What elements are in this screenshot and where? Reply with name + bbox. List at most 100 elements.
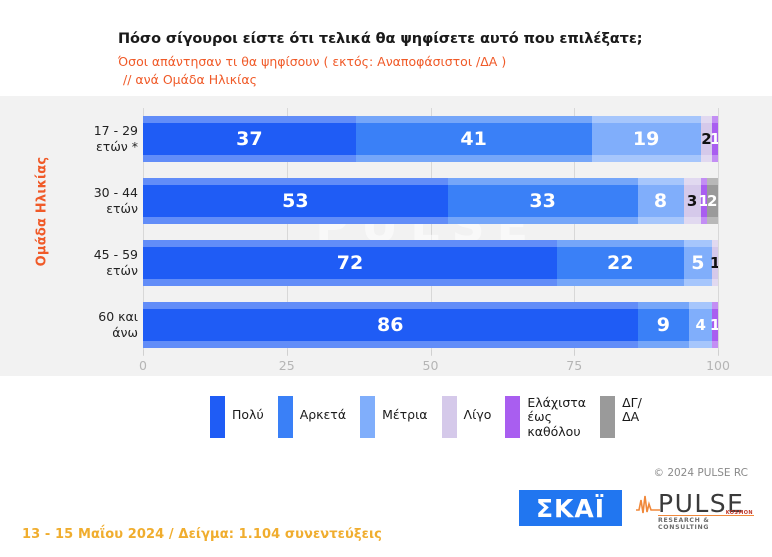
chart-legend: Πολύ Αρκετά Μέτρια Λίγο Ελάχιστα έως καθόλου… [210, 395, 656, 439]
pulse-logo: PULSE KOSMON RESEARCH & CONSULTING [636, 488, 754, 531]
bar-segment[interactable]: 37 [143, 116, 356, 162]
bar-segment[interactable]: 4 [689, 302, 713, 348]
bar-segment[interactable]: 1 [698, 178, 709, 224]
x-axis-tick-label: 100 [706, 358, 730, 373]
stacked-bar[interactable]: 72 22 5 1 [143, 240, 718, 286]
bar-value-label: 86 [377, 313, 404, 336]
bar-row: 37 41 19 2 1 [143, 108, 718, 170]
legend-label: Μέτρια [382, 407, 428, 422]
bar-segment[interactable]: 2 [700, 116, 713, 162]
bar-segment[interactable]: 33 [447, 178, 638, 224]
bar-segment[interactable]: 86 [143, 302, 638, 348]
bar-value-label: 1 [709, 315, 718, 334]
stacked-bar[interactable]: 53 33 8 3 1 2 [143, 178, 718, 224]
bar-value-label: 1 [709, 129, 718, 148]
x-axis-tick-label: 25 [278, 358, 295, 373]
legend-swatch [277, 396, 293, 438]
bar-segment[interactable]: 72 [143, 240, 557, 286]
bar-value-label: 1 [709, 253, 718, 272]
bar-value-label: 53 [282, 189, 309, 212]
copyright-text: © 2024 PULSE RC [653, 467, 748, 479]
legend-item[interactable]: Πολύ [210, 396, 264, 438]
bar-value-label: 19 [632, 127, 660, 150]
bar-value-label: 3 [686, 191, 698, 210]
bar-value-label: 8 [653, 189, 668, 212]
legend-item[interactable]: Μέτρια [360, 396, 428, 438]
x-axis-tick-label: 75 [566, 358, 583, 373]
bar-row: 53 33 8 3 1 2 [143, 170, 718, 232]
x-axis-tick-label: 50 [422, 358, 439, 373]
x-axis-tick-mark [143, 350, 144, 355]
bar-value-label: 5 [691, 251, 705, 274]
legend-label: Ελάχιστα έως καθόλου [527, 395, 587, 439]
fieldwork-note: 13 - 15 Μαΐου 2024 / Δείγμα: 1.104 συνεν… [22, 527, 382, 542]
bar-segment[interactable]: 41 [355, 116, 592, 162]
legend-label: ΔΓ/ ΔΑ [622, 395, 642, 425]
page-title: Πόσο σίγουροι είστε ότι τελικά θα ψηφίσε… [118, 31, 643, 47]
skai-logo: ΣΚΑΪ [519, 490, 622, 526]
bar-value-label: 72 [336, 251, 364, 274]
bar-segment[interactable]: 3 [683, 178, 701, 224]
bar-row: 72 22 5 1 [143, 232, 718, 294]
legend-swatch [505, 396, 521, 438]
chart-header: Πόσο σίγουροι είστε ότι τελικά θα ψηφίσε… [118, 30, 738, 89]
legend-swatch [441, 396, 457, 438]
gridline [286, 108, 288, 356]
legend-swatch [600, 396, 616, 438]
bar-segment[interactable]: 2 [706, 178, 718, 224]
gridlines [143, 108, 719, 356]
bar-value-label: 2 [707, 191, 718, 210]
gridline [574, 108, 576, 356]
bar-segment[interactable]: 1 [709, 302, 718, 348]
x-axis-tick-label: 0 [139, 358, 147, 373]
bar-value-label: 4 [695, 315, 706, 334]
pulse-logo-rule [658, 515, 754, 516]
y-axis-category-label: 30 - 44 ετών [93, 185, 138, 216]
subtitle-line-2: // ανά Ομάδα Ηλικίας [123, 72, 257, 88]
legend-item[interactable]: Λίγο [441, 396, 492, 438]
pulse-logo-word: PULSE [658, 489, 745, 518]
chart-panel: Ομάδα Ηλικίας 17 - 29 ετών * 30 - 44 ετών 45… [0, 96, 772, 376]
legend-item[interactable]: ΔΓ/ ΔΑ [600, 395, 642, 438]
legend-label: Πολύ [232, 407, 264, 422]
stacked-bars: 37 41 19 2 1 53 33 8 3 1 2 72 22 5 1 86 9 4 1 [143, 108, 718, 356]
bar-segment[interactable]: 22 [557, 240, 684, 286]
stacked-bar[interactable]: 86 9 4 1 [143, 302, 718, 348]
bar-segment[interactable]: 19 [591, 116, 701, 162]
legend-item[interactable]: Αρκετά [277, 396, 347, 438]
legend-label: Λίγο [463, 407, 492, 422]
gridline [143, 108, 144, 356]
stacked-bar[interactable]: 37 41 19 2 1 [143, 116, 718, 162]
bar-value-label: 33 [529, 189, 556, 212]
logo-group: ΣΚΑΪ PULSE KOSMON RESEARCH & CONSULTING [519, 488, 754, 531]
bar-segment[interactable]: 5 [683, 240, 713, 286]
bar-value-label: 37 [236, 127, 263, 150]
legend-swatch [360, 396, 376, 438]
bar-segment[interactable]: 9 [637, 302, 690, 348]
plot-area: PULSE RESEARCH & CONSULTING 374119215333… [143, 108, 719, 356]
x-axis-tick-mark [574, 350, 576, 355]
bar-segment[interactable]: 8 [637, 178, 684, 224]
bar-segment[interactable]: 53 [143, 178, 448, 224]
legend-label: Αρκετά [299, 407, 347, 422]
pulse-wave-icon [636, 495, 660, 514]
y-axis-category-label: 45 - 59 ετών [93, 247, 138, 278]
pulse-logo-subtitle: RESEARCH & CONSULTING [658, 517, 710, 531]
bar-segment[interactable]: 1 [709, 116, 718, 162]
bar-segment[interactable]: 1 [709, 240, 718, 286]
x-axis: 0 25 50 75 100 [139, 350, 730, 376]
bar-value-label: 9 [656, 313, 670, 336]
y-axis-category-labels: 17 - 29 ετών * 30 - 44 ετών 45 - 59 ετών 60 κα… [40, 108, 138, 356]
gridline [718, 108, 719, 356]
x-axis-tick-mark [430, 350, 432, 355]
gridline [430, 108, 432, 356]
x-axis-tick-mark [718, 350, 719, 355]
x-axis-tick-mark [286, 350, 288, 355]
subtitle-line-1: Όσοι απάντησαν τι θα ψηφίσουν ( εκτός: Α… [118, 54, 507, 70]
y-axis-category-label: 17 - 29 ετών * [93, 123, 138, 154]
bar-row: 86 9 4 1 [143, 294, 718, 356]
bar-value-label: 1 [698, 191, 709, 210]
bar-value-label: 41 [460, 127, 487, 150]
legend-item[interactable]: Ελάχιστα έως καθόλου [505, 395, 587, 439]
chart-subtitle: Όσοι απάντησαν τι θα ψηφίσουν ( εκτός: Α… [118, 53, 738, 89]
